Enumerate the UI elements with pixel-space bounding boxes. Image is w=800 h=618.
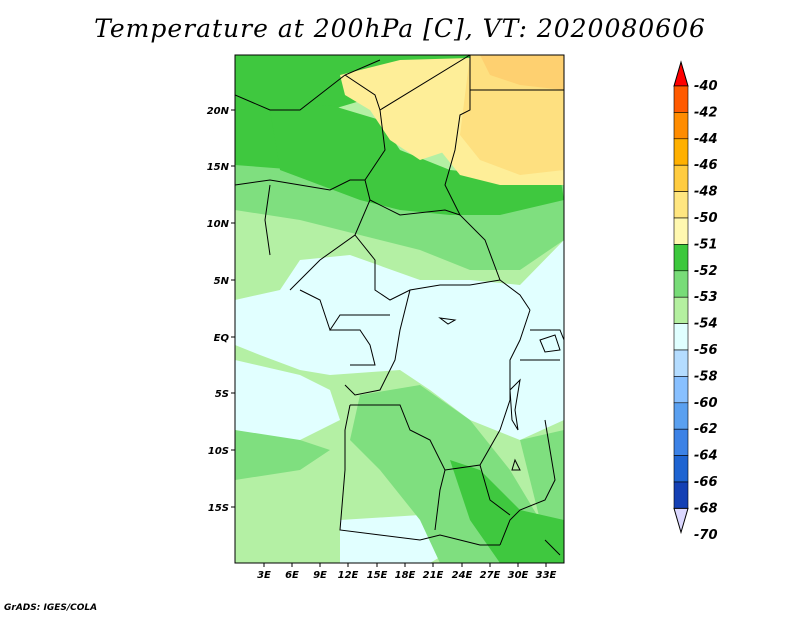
- lon-label: 30E: [508, 570, 529, 581]
- lat-label: 10N: [207, 219, 230, 230]
- legend-swatch: [673, 323, 689, 351]
- chart-title: Temperature at 200hPa [C], VT: 202008060…: [94, 14, 706, 43]
- legend-label: -66: [694, 475, 718, 490]
- lon-label: 24E: [452, 570, 473, 581]
- lakes: [438, 317, 561, 471]
- legend-label: -48: [694, 185, 718, 200]
- legend-label: -68: [694, 501, 718, 516]
- lat-label: 5N: [214, 276, 230, 287]
- legend-swatch: [673, 376, 689, 404]
- legend-label: -44: [694, 132, 718, 147]
- lon-label: 27E: [480, 570, 501, 581]
- lon-label: 33E: [536, 570, 557, 581]
- map-frame: [234, 54, 565, 564]
- legend-swatch: [673, 349, 689, 377]
- legend-label: -46: [694, 158, 718, 173]
- legend-label: -60: [694, 396, 718, 411]
- field-green53-east: [520, 430, 564, 520]
- legend-swatch: [673, 244, 689, 272]
- legend-swatch: [673, 191, 689, 219]
- legend-swatch: [673, 402, 689, 430]
- legend-swatch: [673, 217, 689, 245]
- lon-label: 3E: [257, 570, 271, 581]
- legend-label: -51: [694, 237, 718, 252]
- lon-label: 12E: [338, 570, 359, 581]
- lat-label: 15S: [208, 503, 229, 514]
- legend-swatch: [673, 481, 689, 509]
- lat-label: 5S: [215, 389, 229, 400]
- lon-axis: 3E 6E 9E 12E 15E 18E 21E 24E 27E 30E 33E: [257, 563, 557, 581]
- field-cyan-southwest: [235, 360, 340, 450]
- lat-axis: 20N 15N 10N 5N EQ 5S 10S 15S: [207, 106, 235, 514]
- lon-label: 6E: [285, 570, 299, 581]
- field-green52-sahel: [270, 105, 564, 215]
- country-borders: [235, 55, 564, 556]
- legend-swatch: [673, 164, 689, 192]
- legend-label: -40: [694, 79, 718, 94]
- legend-top-arrow: [673, 60, 689, 87]
- field-green53-west: [235, 430, 330, 480]
- lon-label: 21E: [423, 570, 444, 581]
- legend-label: -70: [694, 528, 718, 543]
- legend-label: -50: [694, 211, 718, 226]
- legend-label: -42: [694, 105, 718, 120]
- legend-swatch: [673, 455, 689, 483]
- legend-label: -58: [694, 369, 718, 384]
- field-cyan-center: [235, 240, 564, 440]
- legend-swatch: [673, 85, 689, 113]
- legend-swatch: [673, 296, 689, 324]
- legend-label: -64: [694, 449, 718, 464]
- legend-label: -52: [694, 264, 718, 279]
- legend-label: -62: [694, 422, 718, 437]
- credit-text: GrADS: IGES/COLA: [4, 603, 98, 613]
- field-yellow51-north: [340, 58, 470, 160]
- lon-label: 18E: [395, 570, 416, 581]
- legend-label: -53: [694, 290, 718, 305]
- field-yellow48: [480, 55, 564, 90]
- lat-label: 20N: [207, 106, 230, 117]
- lon-label: 9E: [313, 570, 327, 581]
- temperature-field: [235, 55, 564, 563]
- legend-swatch: [673, 112, 689, 140]
- lat-label: 10S: [208, 446, 229, 457]
- legend-swatch: [673, 270, 689, 298]
- legend-label: -54: [694, 317, 718, 332]
- legend-swatch: [673, 428, 689, 456]
- lat-label: EQ: [214, 333, 230, 344]
- lon-label: 15E: [367, 570, 388, 581]
- lat-label: 15N: [207, 162, 230, 173]
- legend-swatch: [673, 138, 689, 166]
- field-green52-southeast: [450, 460, 564, 563]
- legend-label: -56: [694, 343, 718, 358]
- legend-bottom-arrow: [673, 507, 689, 535]
- color-legend: -40 -42 -44 -46 -48 -50 -51 -52 -53 -54 -56 -58 -60 -…: [673, 60, 718, 543]
